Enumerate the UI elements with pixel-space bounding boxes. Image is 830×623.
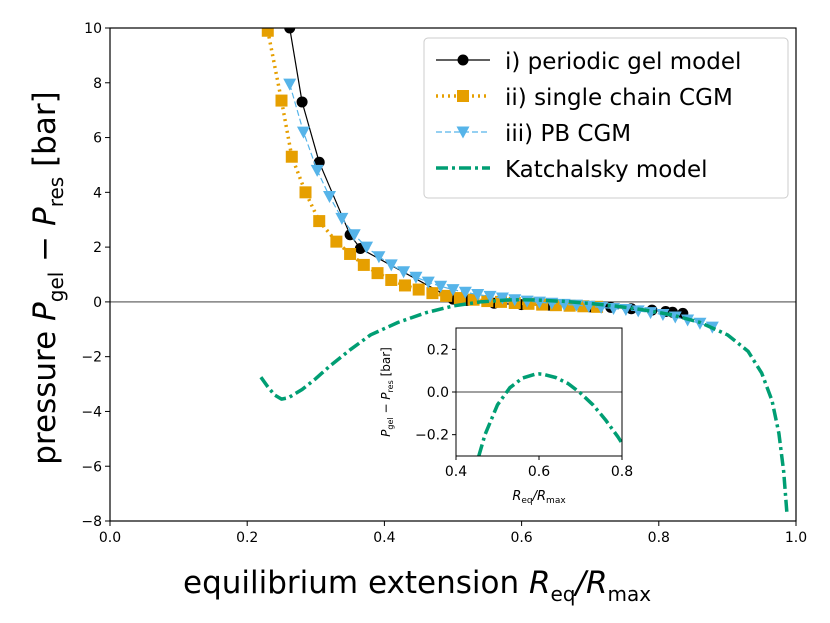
main-x-tick-label: 0.2 [236, 530, 258, 546]
main-y-tick-label: 4 [93, 185, 102, 201]
main-x-ticks: 0.0 0.2 0.4 0.6 0.8 1.0 [99, 521, 807, 546]
main-point [357, 258, 370, 271]
main-y-tick-label: 0 [93, 295, 102, 311]
main-point [299, 186, 312, 199]
main-point [371, 267, 384, 280]
main-point [283, 78, 297, 91]
legend-label-0: i) periodic gel model [505, 49, 741, 75]
inset-series-group [477, 372, 622, 456]
legend-label-1: ii) single chain CGM [505, 85, 733, 111]
legend-marker-1 [457, 90, 469, 102]
main-point [397, 266, 411, 279]
main-point [557, 298, 571, 311]
main-y-tick-label: 2 [93, 240, 102, 256]
inset-series-line-0 [477, 372, 622, 456]
main-point [296, 126, 310, 139]
inset-y-tick-label: 0.0 [427, 385, 449, 401]
legend-marker-2 [456, 126, 470, 139]
svg-text:Req/Rmax: Req/Rmax [512, 489, 566, 506]
main-point [335, 212, 349, 225]
main-axes-frame [109, 27, 797, 522]
main-x-tick-label: 1.0 [785, 530, 807, 546]
main-y-tick-label: −8 [81, 514, 102, 530]
main-point [426, 287, 439, 300]
legend-marker-0 [457, 54, 469, 66]
main-series-layer [259, 28, 789, 516]
legend-box [423, 37, 789, 199]
svg-text:equilibrium extension Req/Rmax: equilibrium extension Req/Rmax [183, 565, 651, 606]
main-point [384, 259, 398, 272]
main-series-group [259, 28, 789, 516]
main-y-tick-label: −4 [81, 404, 102, 420]
inset-y-ticks: −0.2 0.0 0.2 [415, 342, 456, 444]
main-point [421, 276, 435, 289]
legend-label-3: Katchalsky model [505, 157, 708, 183]
main-point [285, 150, 298, 163]
main-point [412, 283, 425, 296]
legend: i) periodic gel model ii) single chain CG… [423, 37, 789, 199]
inset-y-tick-label: 0.2 [427, 342, 449, 358]
main-series-line-3 [259, 297, 789, 516]
main-y-tick-label: 8 [93, 76, 102, 92]
main-point [330, 235, 343, 248]
main-point [434, 280, 448, 293]
main-y-tick-label: 10 [84, 21, 102, 37]
inset-x-tick-label: 0.8 [611, 464, 633, 480]
inset-chart: 0.4 0.6 0.8 −0.2 0.0 0.2 Req/Rmax Pgel − Pre… [379, 327, 633, 506]
legend-label-2: iii) PB CGM [505, 121, 631, 147]
main-point [495, 292, 509, 305]
main-point [372, 251, 386, 264]
inset-x-ticks: 0.4 0.6 0.8 [445, 456, 633, 480]
main-point [453, 292, 466, 305]
main-point [398, 279, 411, 292]
main-y-tick-label: −2 [81, 350, 102, 366]
main-y-tick-label: 6 [93, 131, 102, 147]
main-x-axis-label: equilibrium extension Req/Rmax [183, 565, 651, 606]
main-point [360, 241, 374, 254]
main-point [344, 247, 357, 260]
inset-y-tick-label: −0.2 [415, 428, 449, 444]
main-point [296, 96, 308, 108]
svg-text:Pgel − Pres [bar]: Pgel − Pres [bar] [379, 347, 395, 437]
main-x-tick-label: 0.0 [99, 530, 121, 546]
main-point [323, 190, 337, 203]
main-point [409, 271, 423, 284]
main-x-tick-label: 0.8 [648, 530, 670, 546]
main-y-ticks: −8 −6 −4 −2 0 2 4 6 8 10 [81, 21, 110, 530]
main-point [483, 290, 497, 303]
main-point [458, 286, 472, 299]
inset-x-tick-label: 0.4 [445, 464, 467, 480]
main-point [275, 94, 288, 107]
main-point [532, 296, 546, 309]
main-point [261, 28, 274, 37]
inset-x-axis-label: Req/Rmax [512, 489, 566, 506]
main-x-tick-label: 0.6 [510, 530, 532, 546]
inset-x-tick-label: 0.6 [528, 464, 550, 480]
main-point [310, 164, 324, 177]
main-y-tick-label: −6 [81, 459, 102, 475]
main-point [471, 288, 485, 301]
main-x-tick-label: 0.4 [373, 530, 395, 546]
main-point [347, 229, 361, 242]
main-point [385, 273, 398, 286]
main-point [313, 215, 326, 228]
inset-series-layer [477, 372, 622, 456]
main-point [446, 284, 460, 297]
inset-y-axis-label: Pgel − Pres [bar] [379, 347, 395, 437]
main-point [508, 294, 522, 307]
main-point [284, 28, 296, 34]
main-point [668, 311, 682, 324]
main-point [440, 289, 453, 302]
